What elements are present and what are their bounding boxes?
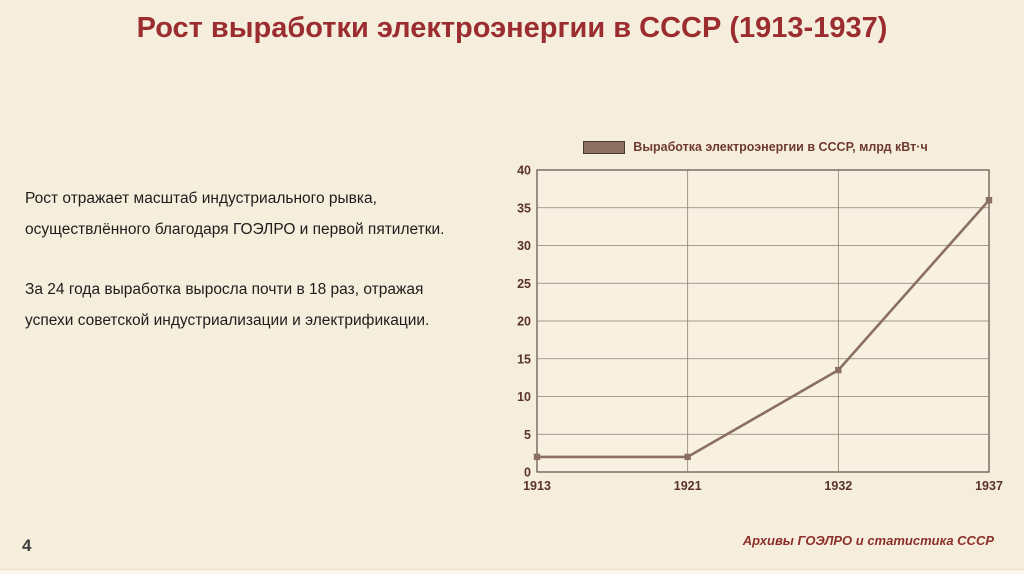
body-text-block: Рост отражает масштаб индустриального ры… [25, 183, 470, 365]
svg-text:5: 5 [524, 428, 531, 442]
svg-text:25: 25 [517, 277, 531, 291]
svg-text:1921: 1921 [674, 479, 702, 493]
slide-title: Рост выработки электроэнергии в СССР (19… [136, 12, 888, 44]
svg-text:35: 35 [517, 201, 531, 215]
page-number: 4 [22, 536, 32, 555]
svg-text:1913: 1913 [523, 479, 551, 493]
svg-text:1932: 1932 [824, 479, 852, 493]
source-caption: Архивы ГОЭЛРО и статистика СССР [742, 533, 994, 548]
body-paragraph: За 24 года выработка выросла почти в 18 … [25, 281, 430, 329]
svg-text:10: 10 [517, 390, 531, 404]
legend-swatch-icon [583, 140, 626, 154]
chart-legend: Выработка электроэнергии в СССР, млрд кВ… [503, 140, 1008, 154]
svg-text:40: 40 [517, 164, 531, 178]
svg-text:0: 0 [524, 466, 531, 480]
chart-panel: Выработка электроэнергии в СССР, млрд кВ… [503, 140, 1008, 505]
slide-bottom-edge [0, 569, 1024, 574]
svg-text:15: 15 [517, 352, 531, 366]
svg-text:20: 20 [517, 315, 531, 329]
legend-label: Выработка электроэнергии в СССР, млрд кВ… [633, 140, 928, 154]
line-chart: 0 5 10 15 20 25 30 35 40 1913 1921 1932 1937 [517, 164, 1003, 494]
svg-text:30: 30 [517, 239, 531, 253]
svg-text:1937: 1937 [975, 479, 1003, 493]
body-paragraph: Рост отражает масштаб индустриального ры… [25, 190, 445, 238]
